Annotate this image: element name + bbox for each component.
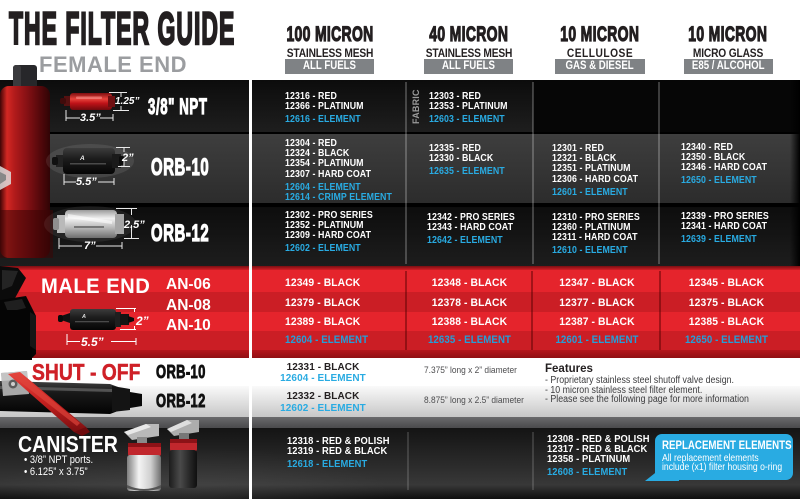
svg-text:2”: 2” [135,314,149,328]
svg-text:2.5”: 2.5” [123,219,145,231]
svg-text:5.5”: 5.5” [76,176,97,188]
svg-text:7”: 7” [84,240,96,252]
svg-text:1.25”: 1.25” [115,96,139,107]
svg-text:2”: 2” [121,152,134,164]
svg-text:A: A [81,314,86,320]
svg-text:5.5”: 5.5” [81,335,104,349]
svg-text:A: A [79,155,85,162]
svg-text:3.5”: 3.5” [80,112,101,124]
